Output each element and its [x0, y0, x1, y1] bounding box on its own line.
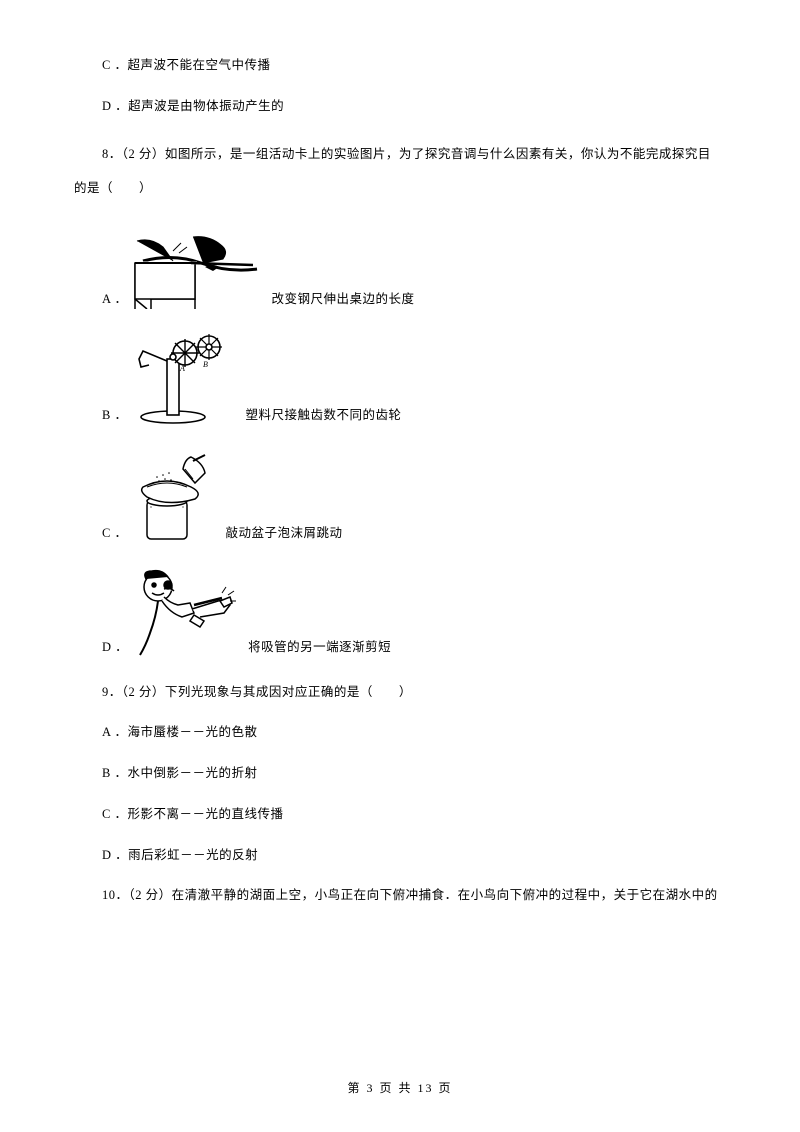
option-label: C ． — [102, 524, 127, 543]
q8-stem-line2: 的是（ ） — [74, 172, 726, 205]
svg-text:B: B — [203, 360, 208, 369]
q9-option-c: C ．形影不离－－光的直线传播 — [74, 805, 726, 824]
q7-option-c: C ．超声波不能在空气中传播 — [74, 56, 726, 75]
q8-option-a: A ． — [74, 233, 726, 309]
gear-crank-figure: A B — [133, 331, 233, 425]
q9-option-b: B ．水中倒影－－光的折射 — [74, 764, 726, 783]
option-text: 将吸管的另一端逐渐剪短 — [248, 638, 391, 657]
blow-straw-figure — [134, 565, 236, 657]
q8-option-b: B ． — [74, 331, 726, 425]
q10-stem: 10．（2 分）在清澈平静的湖面上空，小鸟正在向下俯冲捕食．在小鸟向下俯冲的过程… — [74, 886, 726, 905]
option-label: D ． — [102, 638, 128, 657]
q7-option-d: D ．超声波是由物体振动产生的 — [74, 97, 726, 116]
option-label: A ． — [102, 290, 127, 309]
option-text: 塑料尺接触齿数不同的齿轮 — [245, 406, 401, 425]
ruler-on-desk-figure — [133, 233, 259, 309]
basin-foam-figure — [133, 447, 213, 543]
q8-option-d: D ． — [74, 565, 726, 657]
q8-stem-line1: 8．（2 分）如图所示，是一组活动卡上的实验图片，为了探究音调与什么因素有关，你… — [74, 138, 726, 171]
svg-text:A: A — [179, 364, 185, 373]
q9-stem: 9．（2 分）下列光现象与其成因对应正确的是（ ） — [74, 683, 726, 702]
option-text: 改变钢尺伸出桌边的长度 — [271, 290, 414, 309]
q9-option-d: D ．雨后彩虹－－光的反射 — [74, 846, 726, 865]
q9-option-a: A ．海市蜃楼－－光的色散 — [74, 723, 726, 742]
option-text: 敲动盆子泡沫屑跳动 — [225, 524, 342, 543]
page-footer: 第 3 页 共 13 页 — [0, 1079, 800, 1096]
option-label: B ． — [102, 406, 127, 425]
q8-option-c: C ． — [74, 447, 726, 543]
